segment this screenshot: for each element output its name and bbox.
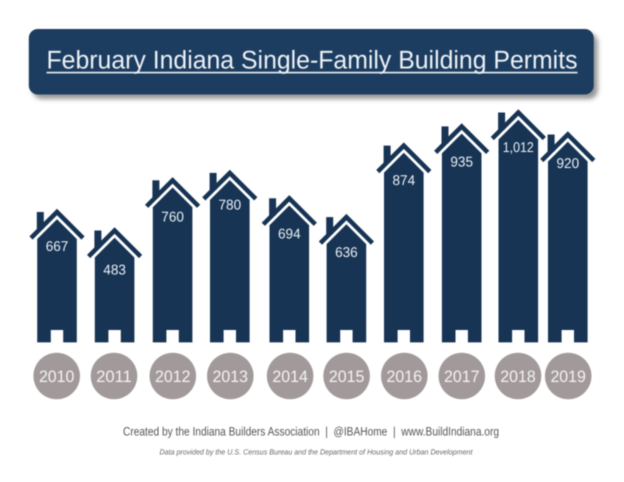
svg-text:2017: 2017 (444, 368, 480, 386)
svg-text:1,012: 1,012 (503, 140, 534, 156)
svg-text:780: 780 (219, 198, 242, 214)
svg-text:636: 636 (335, 245, 358, 261)
svg-text:2011: 2011 (96, 368, 132, 386)
svg-text:2012: 2012 (155, 368, 191, 386)
svg-text:2013: 2013 (213, 368, 249, 386)
svg-text:2015: 2015 (329, 368, 365, 386)
svg-text:2019: 2019 (550, 368, 586, 386)
svg-text:874: 874 (393, 173, 416, 189)
svg-text:667: 667 (46, 239, 69, 255)
svg-text:February Indiana Single-Family: February Indiana Single-Family Building … (47, 47, 578, 75)
svg-text:760: 760 (161, 210, 184, 226)
svg-text:483: 483 (103, 263, 126, 279)
svg-text:Created by the Indiana Builder: Created by the Indiana Builders Associat… (123, 425, 499, 439)
svg-text:Data provided by the U.S. Cens: Data provided by the U.S. Census Bureau … (160, 448, 474, 457)
svg-text:694: 694 (278, 226, 301, 242)
svg-text:2014: 2014 (272, 368, 308, 386)
svg-text:2010: 2010 (39, 368, 75, 386)
svg-text:2018: 2018 (500, 368, 536, 386)
svg-text:935: 935 (450, 155, 473, 171)
svg-text:2016: 2016 (387, 368, 423, 386)
svg-text:920: 920 (557, 156, 580, 172)
